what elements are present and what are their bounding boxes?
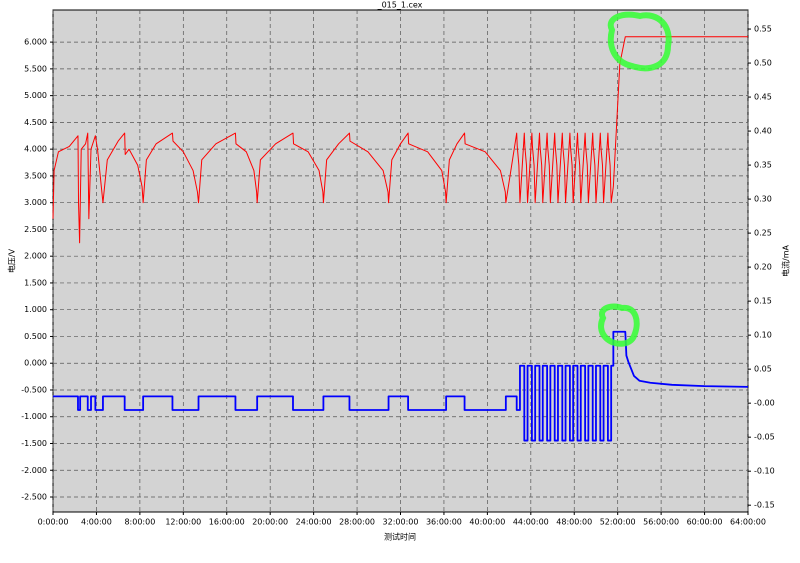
y2-tick-label: 0.20 [754,263,772,272]
x-tick-label: 40:00:00 [469,518,505,527]
y-tick-label: 1.000 [24,305,47,314]
y-tick-label: -1.000 [21,412,47,421]
y-tick-label: 4.500 [24,118,47,127]
x-tick-label: 52:00:00 [600,518,636,527]
y2-tick-label: -0.10 [754,467,775,476]
x-tick-label: 8:00:00 [124,518,155,527]
y-tick-label: -2.500 [21,493,47,502]
plot-area [52,9,749,513]
data-line [52,36,748,244]
y2-tick-label: 0.50 [754,59,772,68]
y-tick-label: 0.000 [24,359,47,368]
y-tick-label: 5.500 [24,64,47,73]
x-tick-label: 60:00:00 [687,518,723,527]
y2-tick-label: 0.30 [754,195,772,204]
x-tick-label: 48:00:00 [556,518,592,527]
y2-tick-label: -0.05 [754,433,775,442]
x-tick-label: 12:00:00 [165,518,201,527]
chart-title: _015_1.cex [377,1,423,10]
x-axis-label: 测试时间 [384,532,416,542]
y-tick-label: 3.000 [24,198,47,207]
y-tick-label: 2.500 [24,225,47,234]
y-tick-label: 1.500 [24,278,47,287]
y2-tick-label: -0.15 [754,501,775,510]
y-tick-label: 3.500 [24,171,47,180]
y-tick-label: 2.000 [24,252,47,261]
y-axis-label: 电压/V [7,248,17,273]
y2-tick-label: 0.45 [754,93,772,102]
y2-tick-label: 0.25 [754,229,772,238]
x-tick-label: 32:00:00 [383,518,419,527]
x-tick-label: 44:00:00 [513,518,549,527]
x-tick-label: 20:00:00 [252,518,288,527]
x-tick-label: 4:00:00 [81,518,112,527]
x-tick-label: 0:00:00 [38,518,69,527]
x-tick-label: 16:00:00 [209,518,245,527]
data-line [53,330,749,442]
y-tick-label: 4.000 [24,145,47,154]
y-tick-label: 5.000 [24,91,47,100]
y2-axis-label: 电流/mA [781,244,791,276]
y-tick-label: 6.000 [24,38,47,47]
x-tick-label: 64:00:00 [730,518,766,527]
highlight [598,303,640,347]
y2-tick-label: 0.35 [754,161,772,170]
y2-tick-label: 0.05 [754,365,772,374]
y2-tick-label: 0.10 [754,331,772,340]
y2-tick-label: 0.55 [754,25,772,34]
x-tick-label: 36:00:00 [426,518,462,527]
y-tick-label: -1.500 [21,439,47,448]
y-tick-label: -2.000 [21,466,47,475]
y-tick-label: 0.500 [24,332,47,341]
x-tick-label: 56:00:00 [643,518,679,527]
y-tick-label: -0.500 [21,385,47,394]
y2-tick-label: -0.00 [754,399,775,408]
x-tick-label: 28:00:00 [339,518,375,527]
y2-tick-label: 0.40 [754,127,772,136]
highlight [607,11,672,72]
marks [52,10,749,512]
y2-tick-label: 0.15 [754,297,772,306]
x-tick-label: 24:00:00 [296,518,332,527]
